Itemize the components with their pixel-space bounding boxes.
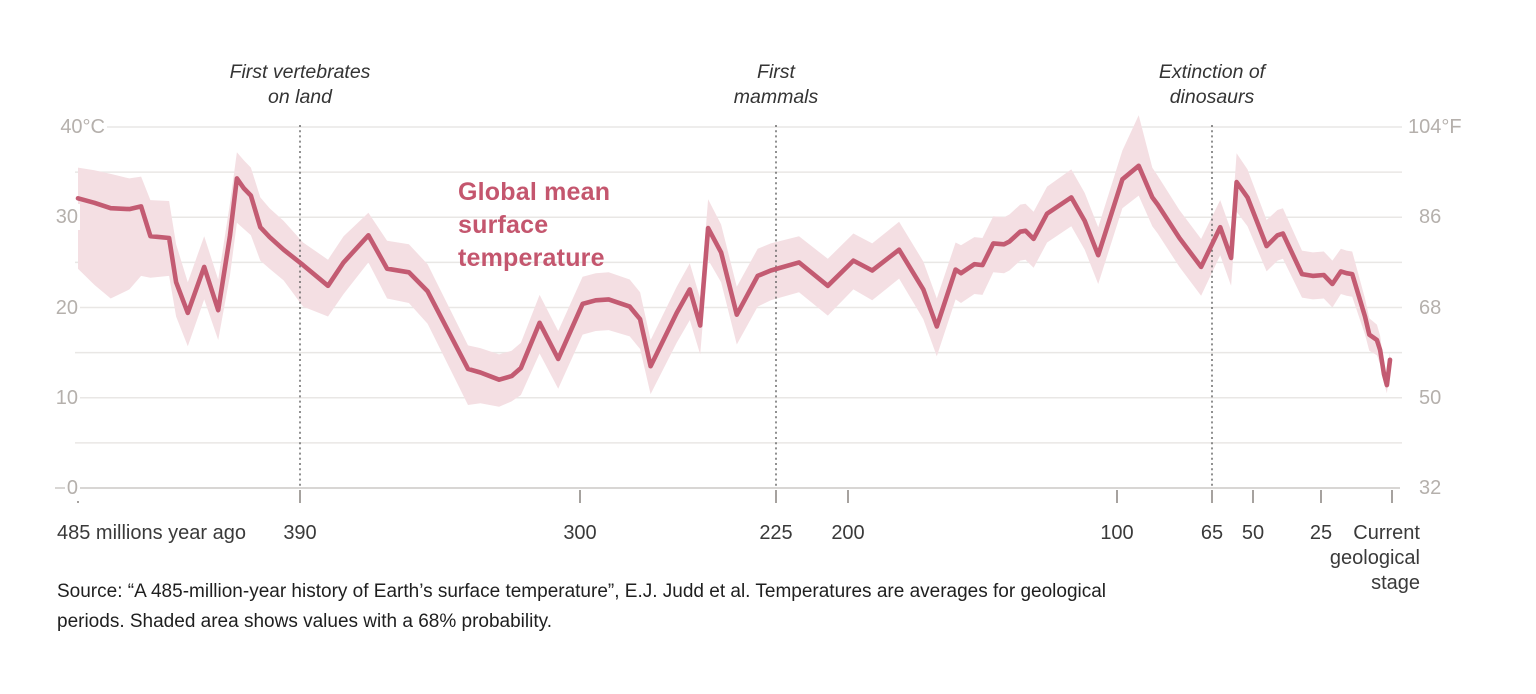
y-axis-label-right: 68	[1417, 294, 1444, 321]
series-label: Global mean surface temperature	[458, 176, 610, 275]
source-note: Source: “A 485-million-year history of E…	[57, 581, 1107, 632]
x-axis-label: 50	[1241, 522, 1265, 544]
y-axis-label-right: 86	[1417, 204, 1444, 231]
event-annotation: First vertebrates on land	[230, 60, 371, 109]
event-annotation-line: on land	[268, 85, 332, 108]
series-label-line2: surface	[458, 211, 549, 239]
event-annotation: First mammals	[734, 60, 819, 109]
x-axis-label: 25	[1309, 522, 1333, 544]
series-label-line1: Global mean	[458, 178, 611, 206]
x-axis-label: 200	[831, 522, 865, 544]
x-axis-label: 300	[563, 522, 597, 544]
series-label-line3: temperature	[458, 244, 605, 272]
event-annotation-line: First vertebrates	[229, 61, 371, 83]
y-axis-label-left: 30	[53, 204, 80, 231]
event-annotation-line: First	[757, 61, 795, 83]
y-axis-label-left: 10	[53, 384, 80, 411]
x-axis-label-first: 485 millions year ago	[57, 522, 246, 544]
y-axis-label-left: 20	[53, 294, 80, 321]
y-axis-label-left: 40°C	[58, 114, 107, 140]
event-annotation-line: dinosaurs	[1169, 85, 1255, 108]
x-axis-label-current-line: stage	[1371, 572, 1420, 594]
event-annotation: Extinction of dinosaurs	[1159, 60, 1265, 109]
x-axis-label: 65	[1200, 522, 1224, 544]
x-axis-label-current: Current geological stage	[1330, 521, 1420, 596]
x-axis-label-current-line: Current	[1353, 522, 1420, 544]
event-annotation-line: Extinction of	[1158, 61, 1266, 83]
event-annotation-line: mammals	[733, 85, 819, 108]
temperature-line	[75, 163, 1393, 388]
y-axis-label-right: 50	[1417, 384, 1444, 411]
x-axis-label-current-line: geological	[1329, 547, 1420, 569]
x-axis-label: 390	[283, 522, 317, 544]
x-axis-label: 100	[1100, 522, 1134, 544]
y-axis-label-right: 104°F	[1406, 114, 1464, 140]
x-axis-label: 225	[759, 522, 793, 544]
confidence-band	[78, 115, 1390, 407]
y-axis-label-right: 32	[1417, 475, 1444, 501]
y-axis-label-left: 0	[64, 475, 80, 501]
